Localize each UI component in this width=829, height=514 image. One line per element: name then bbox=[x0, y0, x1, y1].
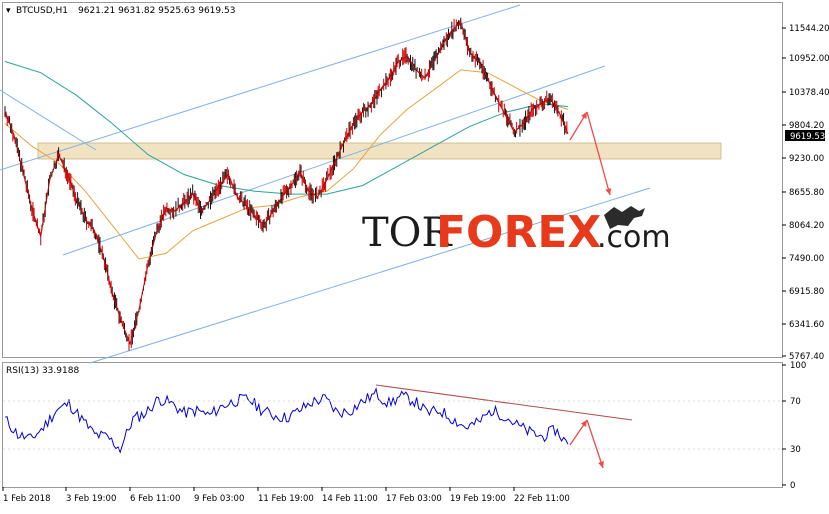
rsi-label: RSI(13) 33.9188 bbox=[6, 366, 79, 376]
logo-com: .com bbox=[597, 220, 671, 255]
price-axis: 11544.20 10952.00 10378.40 9804.20 9230.00 86… bbox=[782, 24, 829, 362]
ohlc-readout: 9621.21 9631.82 9525.63 9619.53 bbox=[78, 6, 235, 16]
rsi-tick-label: 100 bbox=[790, 361, 806, 371]
time-tick-label: 17 Feb 03:00 bbox=[386, 494, 442, 504]
price-tick-label: 11544.20 bbox=[789, 24, 829, 34]
price-tick-label: 5767.40 bbox=[789, 352, 824, 362]
arrow-rsi-down-head bbox=[598, 461, 604, 468]
price-tick-label: 9230.00 bbox=[789, 154, 824, 164]
trend-lines bbox=[0, 4, 651, 364]
time-tick-label: 3 Feb 19:00 bbox=[66, 494, 116, 504]
trend-line-3 bbox=[0, 89, 97, 151]
arrow-main-down bbox=[586, 111, 611, 196]
rsi-trend-line bbox=[375, 384, 633, 421]
price-tick-label: 9804.20 bbox=[789, 121, 824, 131]
symbol-dropdown-icon[interactable]: ▾ bbox=[6, 6, 11, 16]
rsi-line bbox=[4, 387, 569, 454]
time-tick-label: 1 Feb 2018 bbox=[3, 494, 51, 504]
arrow-rsi-up-head bbox=[580, 420, 587, 427]
time-tick-label: 19 Feb 19:00 bbox=[450, 494, 506, 504]
logo-forex: FOREX bbox=[436, 207, 601, 258]
price-series bbox=[4, 17, 569, 351]
rsi-tick-label: 0 bbox=[790, 481, 795, 491]
arrow-main-up-head bbox=[581, 112, 587, 119]
torforex-logo: TOR FOREX .com bbox=[362, 206, 671, 258]
price-tick-label: 8655.80 bbox=[789, 188, 824, 198]
time-tick-label: 9 Feb 03:00 bbox=[194, 494, 244, 504]
price-tick-label: 6915.80 bbox=[789, 287, 824, 297]
time-tick-label: 11 Feb 19:00 bbox=[258, 494, 314, 504]
price-tick-label: 8064.20 bbox=[789, 221, 824, 231]
main-panel-frame bbox=[2, 2, 783, 358]
trend-line-1 bbox=[62, 65, 606, 256]
price-tick-label: 7490.00 bbox=[789, 254, 824, 264]
time-tick-label: 6 Feb 11:00 bbox=[130, 494, 180, 504]
time-tick-label: 14 Feb 11:00 bbox=[322, 494, 378, 504]
price-tick-label: 6341.60 bbox=[789, 320, 824, 330]
price-tag-bg bbox=[785, 130, 825, 141]
price-tick-label: 10378.40 bbox=[789, 88, 829, 98]
current-price-tag: 9619.53 bbox=[790, 132, 825, 142]
rsi-axis: 100 70 30 0 bbox=[782, 361, 806, 491]
forecast-arrows bbox=[569, 111, 612, 469]
rsi-panel-frame bbox=[2, 362, 783, 488]
symbol-label: BTCUSD,H1 bbox=[16, 6, 68, 16]
ma-slow-line bbox=[4, 61, 569, 195]
logo-tor: TOR bbox=[362, 210, 453, 256]
time-tick-label: 22 Feb 11:00 bbox=[514, 494, 570, 504]
rsi-tick-label: 70 bbox=[790, 397, 801, 407]
bull-bear-icon bbox=[604, 206, 645, 229]
price-line bbox=[4, 20, 569, 346]
ma-fast-line bbox=[4, 69, 569, 260]
time-axis: 1 Feb 2018 3 Feb 19:00 6 Feb 11:00 9 Feb 03… bbox=[2, 487, 570, 504]
price-tick-label: 10952.00 bbox=[789, 54, 829, 64]
arrow-rsi-down bbox=[586, 419, 604, 469]
rsi-series bbox=[3, 384, 782, 454]
trend-line-0 bbox=[0, 4, 521, 171]
rsi-tick-label: 30 bbox=[790, 445, 801, 455]
trend-line-2 bbox=[89, 187, 651, 364]
support-zone bbox=[37, 142, 722, 160]
arrow-main-down-head bbox=[605, 188, 612, 195]
